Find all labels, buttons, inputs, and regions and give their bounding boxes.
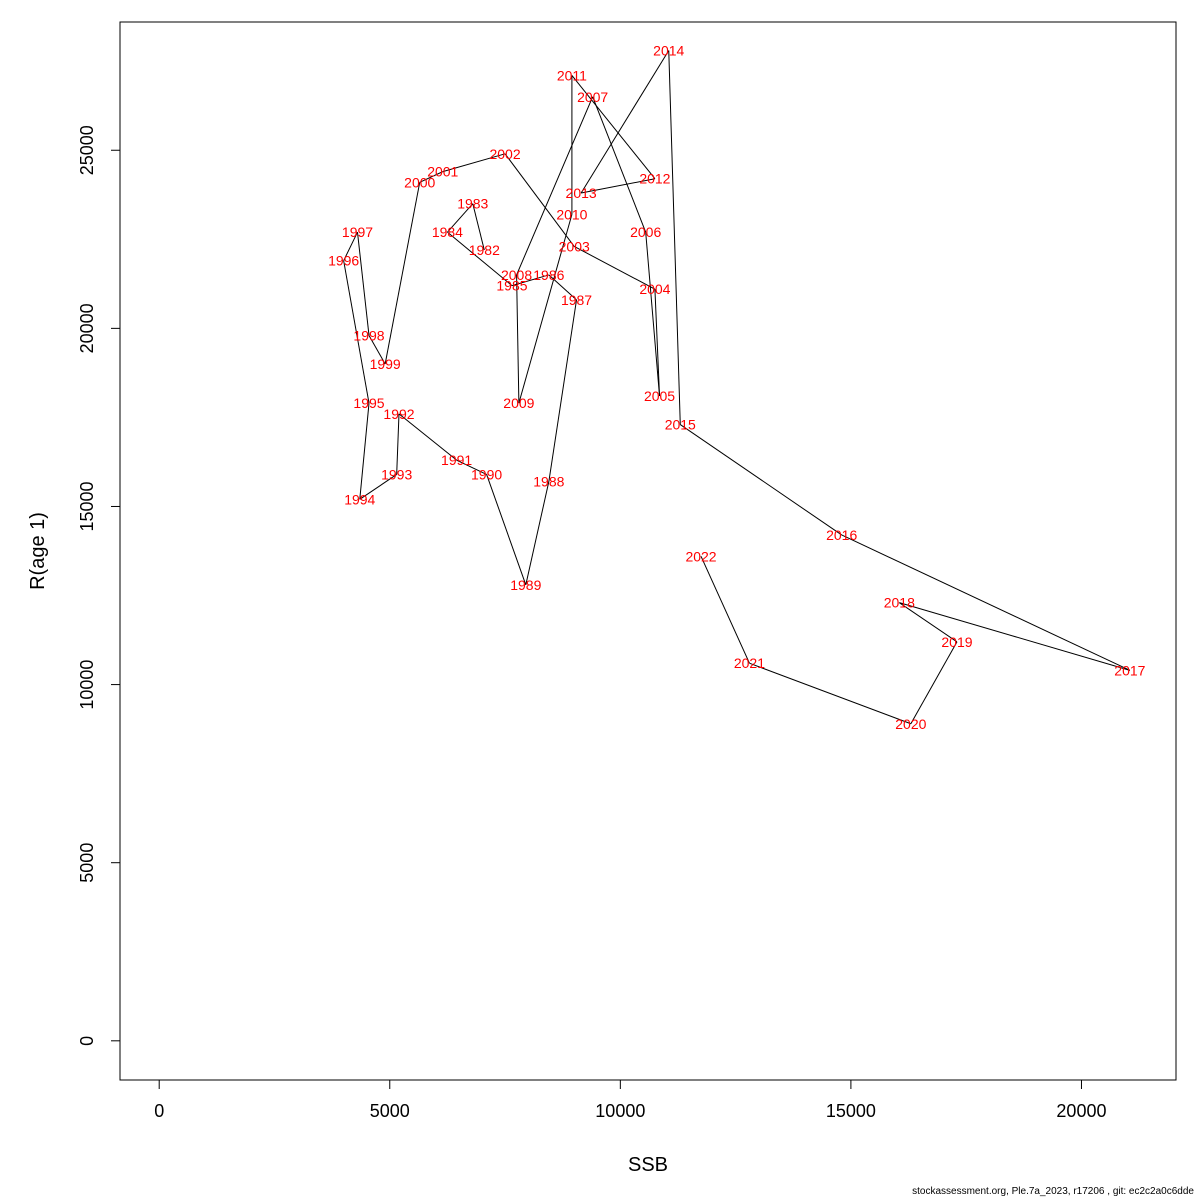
point-label-1983: 1983 bbox=[457, 196, 488, 212]
segment-2012-2013 bbox=[581, 178, 656, 194]
point-label-2015: 2015 bbox=[665, 417, 696, 433]
x-tick-label: 5000 bbox=[370, 1101, 410, 1121]
x-tick-label: 10000 bbox=[595, 1101, 645, 1121]
point-label-2001: 2001 bbox=[427, 164, 458, 180]
segment-1999-2000 bbox=[384, 182, 421, 365]
segment-1990-1991 bbox=[456, 459, 487, 475]
point-label-1986: 1986 bbox=[533, 267, 564, 283]
point-label-1982: 1982 bbox=[469, 242, 500, 258]
segment-2011-2012 bbox=[571, 75, 656, 180]
footer-credit: stockassessment.org, Ple.7a_2023, r17206… bbox=[912, 1186, 1194, 1197]
segment-2020-2021 bbox=[749, 662, 912, 725]
segment-2015-2016 bbox=[679, 424, 842, 536]
segment-2007-2008 bbox=[516, 96, 594, 276]
x-axis: 0 5000 10000 15000 20000 bbox=[154, 1079, 1106, 1121]
segment-2019-2020 bbox=[910, 641, 958, 725]
segment-2005-2006 bbox=[645, 232, 661, 397]
point-label-1988: 1988 bbox=[533, 474, 564, 490]
y-tick-label: 25000 bbox=[77, 125, 97, 175]
point-label-1984: 1984 bbox=[432, 224, 463, 240]
segment-2004-2005 bbox=[654, 289, 661, 397]
segment-2017-2018 bbox=[899, 602, 1131, 671]
point-label-2014: 2014 bbox=[653, 42, 684, 58]
segment-1992-1993 bbox=[396, 413, 400, 475]
point-label-1995: 1995 bbox=[353, 395, 384, 411]
point-labels: 1982 1983 1984 1985 1986 1987 1988 1989 19901991… bbox=[328, 42, 1146, 731]
y-axis-title: R(age 1) bbox=[27, 512, 49, 590]
point-label-1991: 1991 bbox=[441, 452, 472, 468]
point-label-2018: 2018 bbox=[884, 595, 915, 611]
point-label-2003: 2003 bbox=[559, 238, 590, 254]
segment-1997-1998 bbox=[356, 232, 370, 336]
x-tick-label: 20000 bbox=[1056, 1101, 1106, 1121]
point-label-1998: 1998 bbox=[353, 327, 384, 343]
segment-1998-1999 bbox=[368, 335, 386, 365]
segment-1995-1996 bbox=[343, 260, 370, 404]
segment-1984-1985 bbox=[447, 231, 513, 286]
point-label-1992: 1992 bbox=[383, 406, 414, 422]
point-label-2005: 2005 bbox=[644, 388, 675, 404]
segment-2021-2022 bbox=[700, 556, 750, 664]
y-tick-label: 5000 bbox=[77, 843, 97, 883]
segment-1985-1986 bbox=[511, 274, 549, 287]
point-label-2013: 2013 bbox=[566, 185, 597, 201]
point-label-2022: 2022 bbox=[685, 548, 716, 564]
x-tick-label: 15000 bbox=[826, 1101, 876, 1121]
x-tick-label: 0 bbox=[154, 1101, 164, 1121]
point-label-1993: 1993 bbox=[381, 466, 412, 482]
y-tick-label: 0 bbox=[77, 1036, 97, 1046]
segment-1982-1983 bbox=[472, 203, 485, 251]
point-label-2000: 2000 bbox=[404, 174, 435, 190]
segment-1987-1988 bbox=[548, 299, 578, 482]
segment-1988-1989 bbox=[525, 481, 550, 585]
point-label-2017: 2017 bbox=[1114, 662, 1145, 678]
segment-1994-1995 bbox=[359, 403, 370, 500]
segment-2000-2001 bbox=[419, 171, 444, 183]
segment-2003-2004 bbox=[573, 245, 656, 290]
y-tick-label: 20000 bbox=[77, 303, 97, 353]
segment-1991-1992 bbox=[398, 413, 457, 461]
point-label-2008: 2008 bbox=[501, 267, 532, 283]
segment-2014-2015 bbox=[668, 50, 681, 425]
point-label-2021: 2021 bbox=[734, 655, 765, 671]
segment-1983-1984 bbox=[447, 203, 474, 233]
segment-1996-1997 bbox=[343, 231, 358, 261]
segment-2009-2010 bbox=[518, 214, 573, 404]
y-tick-label: 15000 bbox=[77, 481, 97, 531]
point-label-2010: 2010 bbox=[556, 206, 587, 222]
point-label-2016: 2016 bbox=[826, 527, 857, 543]
segment-2016-2017 bbox=[841, 534, 1131, 671]
segment-2018-2019 bbox=[899, 602, 958, 643]
segment-1993-1994 bbox=[359, 473, 397, 500]
point-label-1987: 1987 bbox=[561, 292, 592, 308]
point-label-2020: 2020 bbox=[895, 716, 926, 732]
point-label-2002: 2002 bbox=[489, 146, 520, 162]
segment-2008-2009 bbox=[516, 274, 520, 404]
x-axis-title: SSB bbox=[628, 1154, 668, 1176]
point-label-1999: 1999 bbox=[370, 356, 401, 372]
point-label-2011: 2011 bbox=[557, 67, 587, 83]
segment-1989-1990 bbox=[486, 474, 527, 586]
point-label-1994: 1994 bbox=[344, 491, 375, 507]
point-label-1997: 1997 bbox=[342, 224, 373, 240]
point-label-1989: 1989 bbox=[510, 577, 541, 593]
y-tick-label: 10000 bbox=[77, 660, 97, 710]
point-label-1990: 1990 bbox=[471, 466, 502, 482]
point-label-2004: 2004 bbox=[639, 281, 670, 297]
segment-2002-2003 bbox=[504, 153, 575, 247]
point-label-2009: 2009 bbox=[503, 395, 534, 411]
point-label-2019: 2019 bbox=[941, 634, 972, 650]
series-lines bbox=[343, 50, 1131, 725]
segment-2013-2014 bbox=[580, 50, 670, 194]
point-label-2006: 2006 bbox=[630, 224, 661, 240]
point-label-2007: 2007 bbox=[577, 89, 608, 105]
segment-2001-2002 bbox=[442, 153, 506, 173]
segment-2006-2007 bbox=[592, 96, 647, 233]
point-label-1985: 1985 bbox=[496, 278, 527, 294]
point-label-2012: 2012 bbox=[639, 171, 670, 187]
point-label-1996: 1996 bbox=[328, 253, 359, 269]
y-axis: 0 5000 10000 15000 20000 25000 bbox=[77, 125, 121, 1046]
